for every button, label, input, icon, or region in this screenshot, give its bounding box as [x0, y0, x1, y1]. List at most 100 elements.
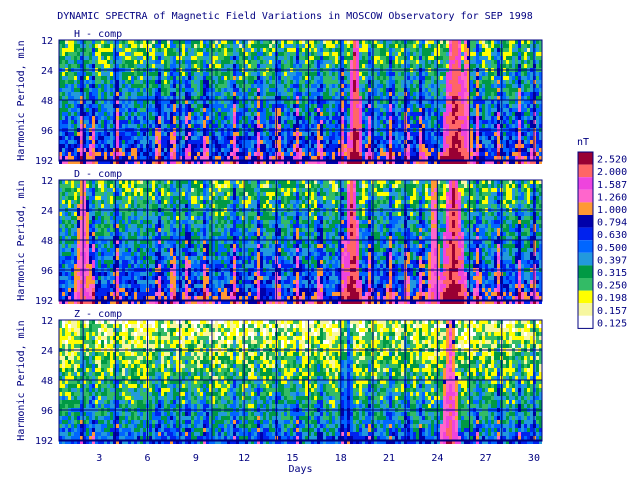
heatmap-cell [248, 156, 251, 160]
heatmap-cell [374, 84, 377, 88]
heatmap-cell [185, 80, 188, 84]
heatmap-cell [296, 88, 299, 92]
heatmap-cell [143, 112, 146, 116]
heatmap-cell [332, 124, 335, 128]
heatmap-cell [443, 44, 446, 48]
heatmap-cell [116, 140, 119, 144]
heatmap-cell [143, 40, 146, 44]
heatmap-cell [368, 92, 371, 96]
heatmap-cell [527, 88, 530, 92]
heatmap-cell [398, 140, 401, 144]
heatmap-cell [137, 140, 140, 144]
heatmap-cell [374, 144, 377, 148]
heatmap-cell [503, 108, 506, 112]
heatmap-cell [491, 140, 494, 144]
heatmap-cell [536, 136, 539, 140]
heatmap-cell [287, 104, 290, 108]
heatmap-cell [95, 44, 98, 48]
heatmap-cell [437, 112, 440, 116]
heatmap-cell [179, 104, 182, 108]
heatmap-cell [263, 160, 266, 164]
heatmap-cell [452, 88, 455, 92]
heatmap-cell [137, 152, 140, 156]
heatmap-cell [194, 44, 197, 48]
heatmap-cell [59, 156, 62, 160]
heatmap-cell [266, 48, 269, 52]
heatmap-cell [416, 152, 419, 156]
heatmap-cell [278, 108, 281, 112]
heatmap-cell [410, 116, 413, 120]
heatmap-cell [425, 84, 428, 88]
heatmap-cell [455, 88, 458, 92]
heatmap-cell [239, 120, 242, 124]
heatmap-cell [386, 160, 389, 164]
heatmap-cell [188, 104, 191, 108]
heatmap-cell [359, 48, 362, 52]
heatmap-cell [80, 140, 83, 144]
heatmap-cell [71, 120, 74, 124]
heatmap-cell [353, 108, 356, 112]
heatmap-cell [167, 160, 170, 164]
heatmap-cell [71, 92, 74, 96]
heatmap-cell [116, 148, 119, 152]
heatmap-cell [155, 44, 158, 48]
heatmap-cell [398, 44, 401, 48]
heatmap-cell [170, 104, 173, 108]
heatmap-cell [533, 64, 536, 68]
heatmap-cell [506, 60, 509, 64]
heatmap-cell [440, 100, 443, 104]
heatmap-cell [440, 76, 443, 80]
heatmap-cell [482, 92, 485, 96]
heatmap-cell [227, 96, 230, 100]
heatmap-cell [425, 108, 428, 112]
heatmap-cell [374, 96, 377, 100]
heatmap-cell [434, 72, 437, 76]
heatmap-cell [284, 44, 287, 48]
heatmap-cell [239, 104, 242, 108]
heatmap-cell [332, 140, 335, 144]
heatmap-cell [329, 116, 332, 120]
heatmap-cell [287, 144, 290, 148]
heatmap-cell [350, 116, 353, 120]
heatmap-cell [476, 156, 479, 160]
heatmap-cell [86, 80, 89, 84]
heatmap-cell [428, 100, 431, 104]
heatmap-cell [122, 100, 125, 104]
heatmap-cell [131, 40, 134, 44]
heatmap-cell [497, 140, 500, 144]
heatmap-cell [524, 88, 527, 92]
heatmap-cell [143, 92, 146, 96]
heatmap-cell [359, 56, 362, 60]
heatmap-cell [314, 144, 317, 148]
heatmap-cell [212, 84, 215, 88]
heatmap-cell [254, 152, 257, 156]
heatmap-cell [461, 60, 464, 64]
heatmap-cell [365, 96, 368, 100]
heatmap-cell [329, 56, 332, 60]
heatmap-cell [287, 64, 290, 68]
heatmap-cell [527, 72, 530, 76]
heatmap-cell [524, 96, 527, 100]
heatmap-cell [359, 72, 362, 76]
heatmap-cell [167, 44, 170, 48]
heatmap-cell [518, 44, 521, 48]
heatmap-cell [65, 44, 68, 48]
heatmap-cell [62, 100, 65, 104]
heatmap-cell [269, 152, 272, 156]
heatmap-cell [155, 60, 158, 64]
heatmap-cell [74, 108, 77, 112]
heatmap-cell [437, 88, 440, 92]
heatmap-cell [332, 52, 335, 56]
heatmap-cell [308, 100, 311, 104]
heatmap-cell [485, 120, 488, 124]
heatmap-cell [443, 132, 446, 136]
heatmap-cell [215, 104, 218, 108]
heatmap-cell [302, 152, 305, 156]
heatmap-cell [98, 48, 101, 52]
heatmap-cell [374, 140, 377, 144]
heatmap-cell [374, 88, 377, 92]
heatmap-cell [68, 104, 71, 108]
heatmap-cell [167, 96, 170, 100]
heatmap-cell [527, 120, 530, 124]
heatmap-cell [539, 116, 542, 120]
